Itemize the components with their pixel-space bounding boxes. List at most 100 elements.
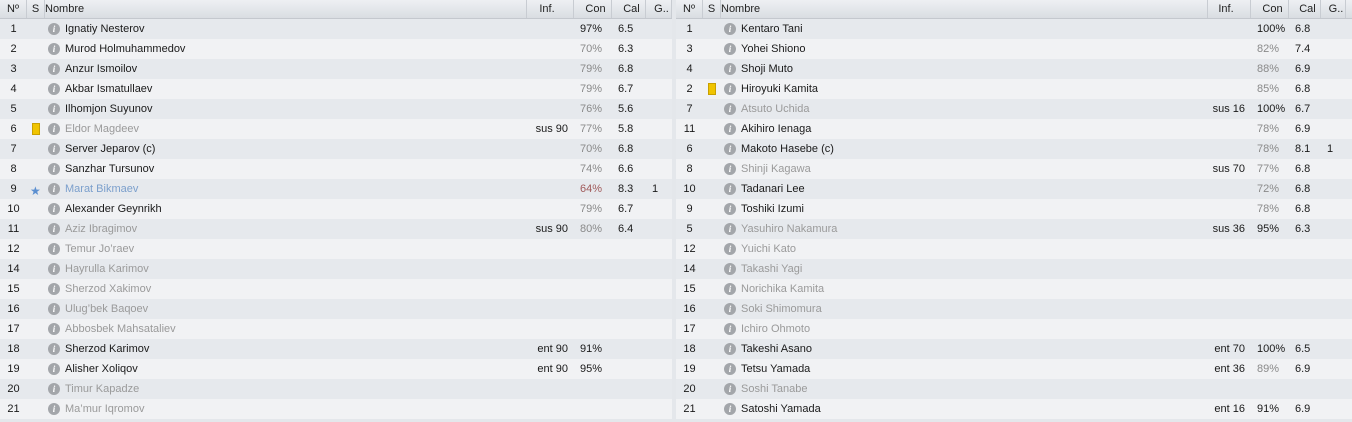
table-row[interactable]: 10 i Alexander Geynrikh 79% 6.7	[0, 199, 672, 219]
info-icon[interactable]: i	[724, 363, 736, 375]
player-name[interactable]: Abbosbek Mahsataliev	[65, 323, 176, 335]
info-icon[interactable]: i	[48, 323, 60, 335]
table-row[interactable]: 15 i Norichika Kamita	[676, 279, 1352, 299]
player-name[interactable]: Ignatiy Nesterov	[65, 23, 145, 35]
info-icon[interactable]: i	[48, 83, 60, 95]
table-row[interactable]: 4 i Akbar Ismatullaev 79% 6.7	[0, 79, 672, 99]
table-row[interactable]: 2 i Hiroyuki Kamita 85% 6.8	[676, 79, 1352, 99]
info-icon[interactable]: i	[724, 283, 736, 295]
player-name[interactable]: Atsuto Uchida	[741, 103, 810, 115]
column-header-inf[interactable]: Inf.	[527, 0, 574, 18]
table-row[interactable]: 19 i Alisher Xoliqov ent 90 95%	[0, 359, 672, 379]
table-row[interactable]: 17 i Abbosbek Mahsataliev	[0, 319, 672, 339]
table-row[interactable]: 1 i Kentaro Tani 100% 6.8	[676, 19, 1352, 39]
player-name[interactable]: Sanzhar Tursunov	[65, 163, 155, 175]
player-name[interactable]: Sherzod Karimov	[65, 343, 150, 355]
column-header-g[interactable]: G..	[1321, 0, 1346, 18]
player-name[interactable]: Soki Shimomura	[741, 303, 822, 315]
info-icon[interactable]: i	[48, 383, 60, 395]
table-row[interactable]: 14 i Hayrulla Karimov	[0, 259, 672, 279]
table-row[interactable]: 12 i Temur Jo’raev	[0, 239, 672, 259]
info-icon[interactable]: i	[724, 383, 736, 395]
player-name[interactable]: Marat Bikmaev	[65, 183, 139, 195]
player-name[interactable]: Kentaro Tani	[741, 23, 803, 35]
info-icon[interactable]: i	[48, 123, 60, 135]
table-row[interactable]: 14 i Takashi Yagi	[676, 259, 1352, 279]
info-icon[interactable]: i	[724, 43, 736, 55]
player-name[interactable]: Norichika Kamita	[741, 283, 825, 295]
player-name[interactable]: Aziz Ibragimov	[65, 223, 138, 235]
table-row[interactable]: 19 i Tetsu Yamada ent 36 89% 6.9	[676, 359, 1352, 379]
info-icon[interactable]: i	[48, 403, 60, 415]
info-icon[interactable]: i	[48, 303, 60, 315]
table-row[interactable]: 6 i Eldor Magdeev sus 90 77% 5.8	[0, 119, 672, 139]
info-icon[interactable]: i	[724, 403, 736, 415]
player-name[interactable]: Temur Jo’raev	[65, 243, 135, 255]
table-row[interactable]: 12 i Yuichi Kato	[676, 239, 1352, 259]
table-row[interactable]: 16 i Ulug’bek Baqoev	[0, 299, 672, 319]
info-icon[interactable]: i	[48, 203, 60, 215]
table-row[interactable]: 17 i Ichiro Ohmoto	[676, 319, 1352, 339]
info-icon[interactable]: i	[724, 303, 736, 315]
column-header-no[interactable]: Nº	[676, 0, 703, 18]
info-icon[interactable]: i	[724, 23, 736, 35]
info-icon[interactable]: i	[48, 223, 60, 235]
player-name[interactable]: Sherzod Xakimov	[65, 283, 152, 295]
table-row[interactable]: 11 i Akihiro Ienaga 78% 6.9	[676, 119, 1352, 139]
player-name[interactable]: Hiroyuki Kamita	[741, 83, 819, 95]
info-icon[interactable]: i	[48, 263, 60, 275]
info-icon[interactable]: i	[724, 323, 736, 335]
info-icon[interactable]: i	[724, 123, 736, 135]
info-icon[interactable]: i	[48, 103, 60, 115]
info-icon[interactable]: i	[48, 143, 60, 155]
table-row[interactable]: 16 i Soki Shimomura	[676, 299, 1352, 319]
player-name[interactable]: Yasuhiro Nakamura	[741, 223, 838, 235]
player-name[interactable]: Alisher Xoliqov	[65, 363, 138, 375]
info-icon[interactable]: i	[724, 183, 736, 195]
table-row[interactable]: 4 i Shoji Muto 88% 6.9	[676, 59, 1352, 79]
info-icon[interactable]: i	[724, 223, 736, 235]
info-icon[interactable]: i	[724, 63, 736, 75]
table-row[interactable]: 18 i Sherzod Karimov ent 90 91%	[0, 339, 672, 359]
table-row[interactable]: 9 i Toshiki Izumi 78% 6.8	[676, 199, 1352, 219]
player-name[interactable]: Server Jeparov (c)	[65, 143, 156, 155]
player-name[interactable]: Satoshi Yamada	[741, 403, 821, 415]
column-header-no[interactable]: Nº	[0, 0, 27, 18]
player-name[interactable]: Makoto Hasebe (c)	[741, 143, 834, 155]
player-name[interactable]: Soshi Tanabe	[741, 383, 808, 395]
info-icon[interactable]: i	[724, 263, 736, 275]
player-name[interactable]: Hayrulla Karimov	[65, 263, 149, 275]
info-icon[interactable]: i	[724, 163, 736, 175]
table-row[interactable]: 7 i Atsuto Uchida sus 16 100% 6.7	[676, 99, 1352, 119]
column-header-cal[interactable]: Cal	[1289, 0, 1321, 18]
info-icon[interactable]: i	[48, 23, 60, 35]
table-row[interactable]: 5 i Yasuhiro Nakamura sus 36 95% 6.3	[676, 219, 1352, 239]
info-icon[interactable]: i	[48, 183, 60, 195]
table-row[interactable]: 9 ★ i Marat Bikmaev 64% 8.3 1	[0, 179, 672, 199]
info-icon[interactable]: i	[724, 143, 736, 155]
player-name[interactable]: Shinji Kagawa	[741, 163, 811, 175]
info-icon[interactable]: i	[724, 243, 736, 255]
table-row[interactable]: 8 i Shinji Kagawa sus 70 77% 6.8	[676, 159, 1352, 179]
player-name[interactable]: Akihiro Ienaga	[741, 123, 812, 135]
table-row[interactable]: 3 i Anzur Ismoilov 79% 6.8	[0, 59, 672, 79]
info-icon[interactable]: i	[48, 243, 60, 255]
column-header-cal[interactable]: Cal	[612, 0, 646, 18]
player-name[interactable]: Ichiro Ohmoto	[741, 323, 811, 335]
player-name[interactable]: Anzur Ismoilov	[65, 63, 138, 75]
column-header-name[interactable]: Nombre	[45, 0, 527, 18]
column-header-inf[interactable]: Inf.	[1208, 0, 1251, 18]
player-name[interactable]: Eldor Magdeev	[65, 123, 139, 135]
player-name[interactable]: Tetsu Yamada	[741, 363, 811, 375]
player-name[interactable]: Tadanari Lee	[741, 183, 805, 195]
player-name[interactable]: Toshiki Izumi	[741, 203, 804, 215]
player-name[interactable]: Akbar Ismatullaev	[65, 83, 153, 95]
player-name[interactable]: Shoji Muto	[741, 63, 793, 75]
player-name[interactable]: Yuichi Kato	[741, 243, 797, 255]
info-icon[interactable]: i	[48, 363, 60, 375]
info-icon[interactable]: i	[48, 283, 60, 295]
table-row[interactable]: 2 i Murod Holmuhammedov 70% 6.3	[0, 39, 672, 59]
table-row[interactable]: 21 i Ma’mur Iqromov	[0, 399, 672, 419]
table-row[interactable]: 6 i Makoto Hasebe (c) 78% 8.1 1	[676, 139, 1352, 159]
table-row[interactable]: 1 i Ignatiy Nesterov 97% 6.5	[0, 19, 672, 39]
